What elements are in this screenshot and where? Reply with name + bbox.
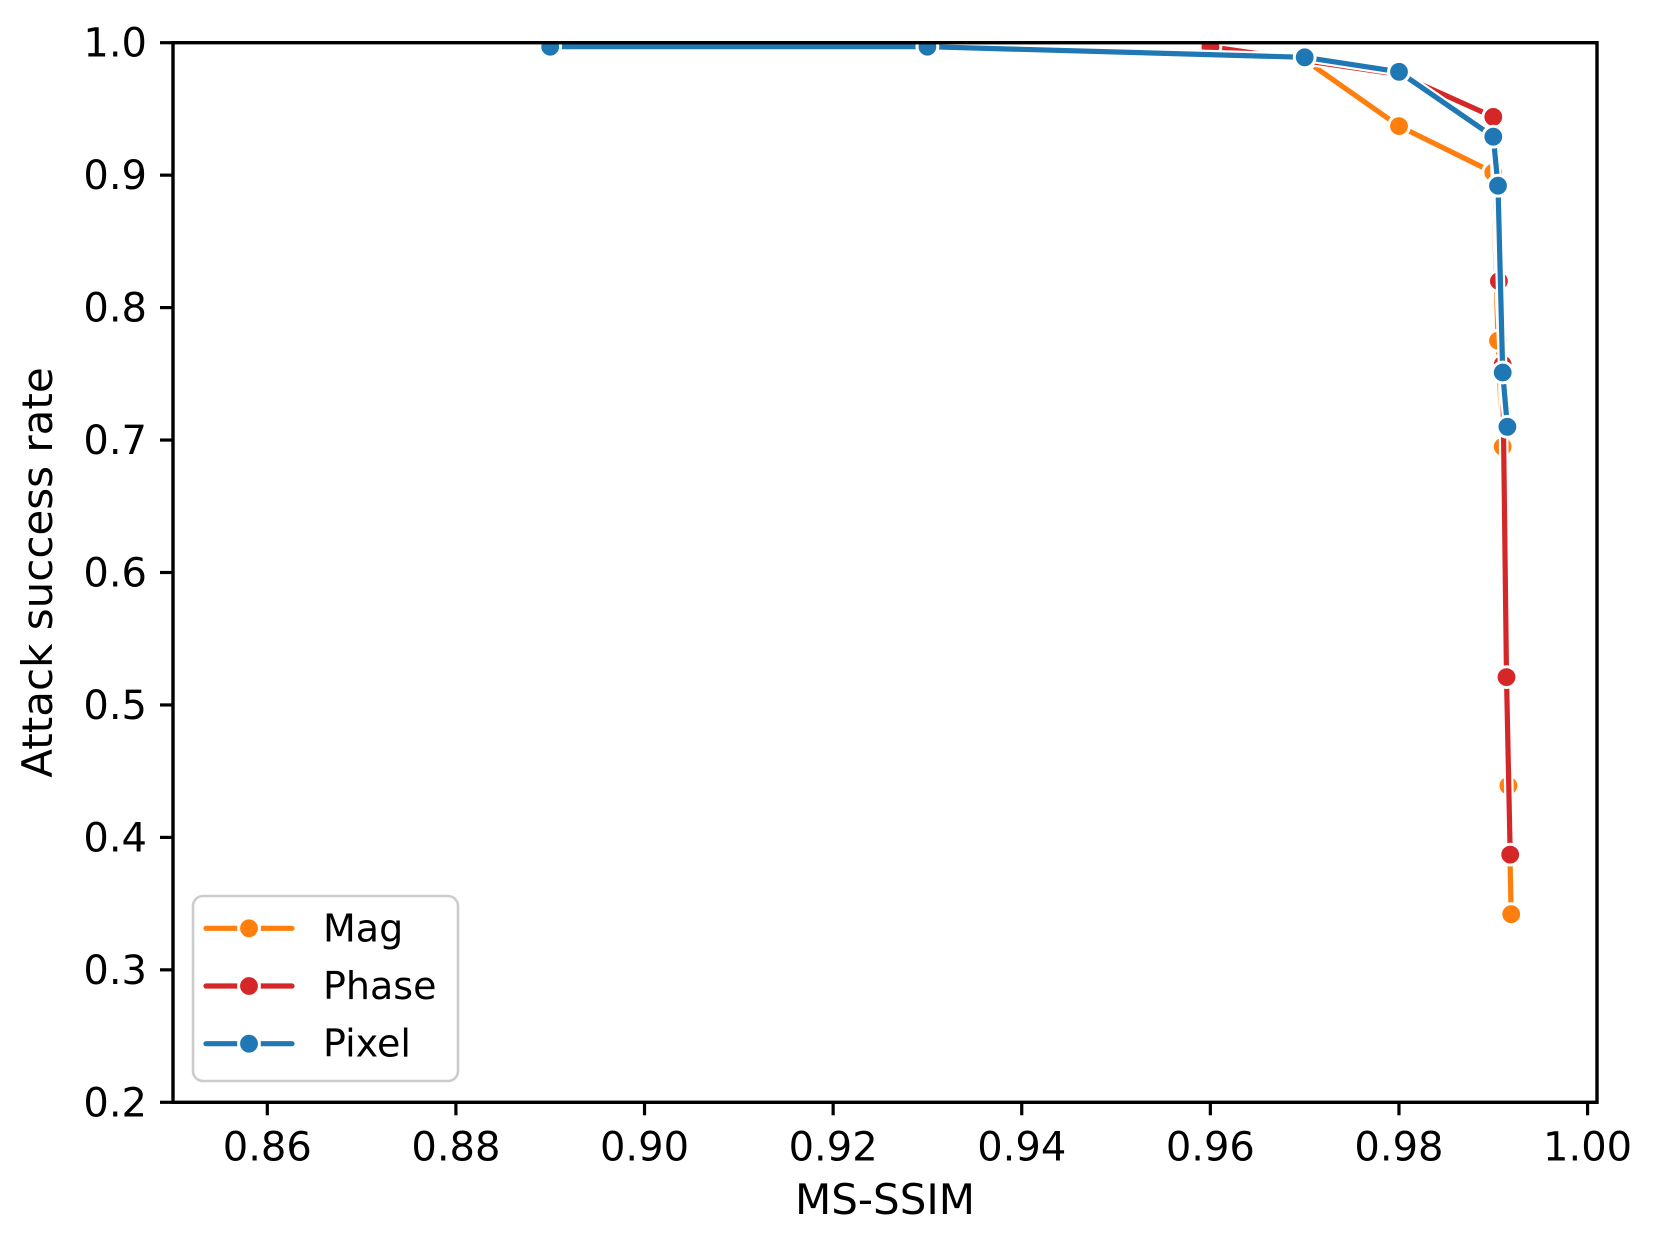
- x-axis-title: MS-SSIM: [795, 1175, 975, 1224]
- series-pixel: [538, 42, 1520, 439]
- data-point-pixel: [1490, 360, 1515, 385]
- data-point-pixel: [538, 42, 563, 59]
- legend-swatch-marker: [237, 974, 261, 998]
- line-casing: [1205, 42, 1515, 860]
- line-pixel: [547, 44, 1511, 430]
- data-point-pixel: [915, 42, 940, 59]
- data-point-mag: [1387, 114, 1411, 138]
- data-point-pixel: [1292, 45, 1317, 70]
- legend-label-mag: Mag: [323, 906, 403, 950]
- x-tick-label: 1.00: [1543, 1124, 1632, 1170]
- data-point-mag: [1499, 902, 1524, 927]
- line-phase: [1207, 44, 1513, 858]
- x-axis: 0.86 0.88 0.90 0.92 0.94 0.96 0.98 1.00: [223, 1102, 1632, 1170]
- y-axis-title: Attack success rate: [13, 367, 62, 777]
- line-mag: [1207, 44, 1514, 917]
- data-point-pixel: [1486, 173, 1510, 198]
- x-tick-label: 0.92: [789, 1124, 878, 1170]
- y-tick-label: 0.6: [83, 551, 147, 597]
- y-tick-label: 0.3: [83, 948, 147, 994]
- legend-frame: [191, 894, 460, 1083]
- series-mag: [1198, 42, 1524, 927]
- y-tick-label: 0.2: [83, 1080, 147, 1126]
- data-point-phase: [1498, 842, 1523, 867]
- data-point-phase: [1494, 665, 1519, 689]
- y-tick-label: 0.5: [83, 683, 147, 729]
- legend-item-pixel: Pixel: [203, 1022, 411, 1066]
- y-tick-label: 0.9: [83, 153, 147, 199]
- x-tick-label: 0.90: [600, 1124, 689, 1170]
- series-layer: [538, 42, 1524, 927]
- legend-swatch-marker: [237, 916, 261, 941]
- y-axis: 0.2 0.3 0.4 0.5 0.6 0.7 0.8 0.9 1.0: [83, 21, 173, 1126]
- y-tick-label: 0.7: [83, 418, 147, 464]
- data-point-pixel: [1387, 59, 1411, 84]
- data-point-pixel: [1495, 414, 1520, 439]
- line-casing: [1205, 42, 1516, 920]
- x-tick-label: 0.98: [1354, 1124, 1443, 1170]
- legend-label-phase: Phase: [323, 964, 436, 1008]
- x-tick-label: 0.86: [223, 1124, 312, 1170]
- y-tick-label: 0.8: [83, 286, 147, 332]
- x-tick-label: 0.94: [977, 1124, 1066, 1170]
- x-tick-label: 0.88: [411, 1124, 500, 1170]
- plot-area: 0.86 0.88 0.90 0.92 0.94 0.96 0.98 1.000.20.30.…: [83, 21, 1632, 1171]
- x-tick-label: 0.96: [1166, 1124, 1255, 1170]
- data-point-pixel: [1481, 124, 1506, 149]
- legend-item-mag: Mag: [203, 906, 403, 950]
- legend-label-pixel: Pixel: [323, 1022, 411, 1066]
- y-tick-label: 1.0: [83, 21, 147, 67]
- legend-swatch-marker: [237, 1031, 261, 1056]
- y-tick-label: 0.4: [83, 815, 147, 861]
- legend: Mag Phase Pixel: [191, 894, 460, 1083]
- data-point-phase: [1481, 105, 1506, 129]
- legend-item-phase: Phase: [203, 964, 436, 1008]
